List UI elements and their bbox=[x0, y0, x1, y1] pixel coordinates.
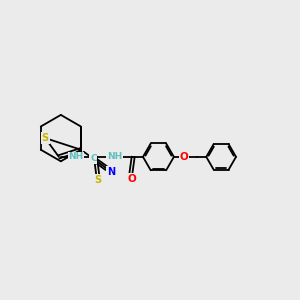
Text: S: S bbox=[94, 175, 101, 185]
Text: NH: NH bbox=[68, 152, 84, 161]
Text: O: O bbox=[127, 174, 136, 184]
Text: O: O bbox=[180, 152, 189, 162]
Text: S: S bbox=[42, 133, 49, 143]
Text: C: C bbox=[90, 154, 97, 163]
Text: N: N bbox=[107, 167, 115, 176]
Text: NH: NH bbox=[107, 152, 122, 161]
